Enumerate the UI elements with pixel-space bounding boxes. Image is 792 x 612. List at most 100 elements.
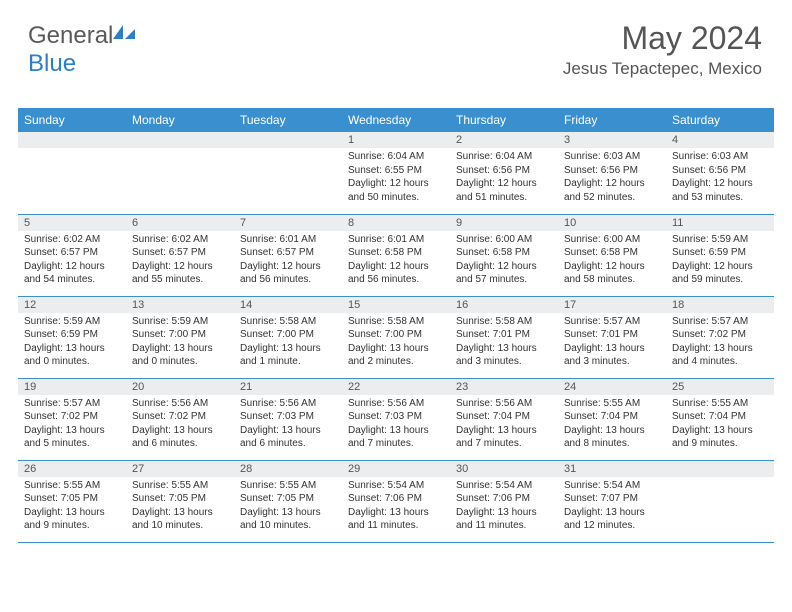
day-number: 24 [558, 379, 666, 395]
calendar-cell: 8Sunrise: 6:01 AMSunset: 6:58 PMDaylight… [342, 214, 450, 296]
day-details: Sunrise: 5:58 AMSunset: 7:00 PMDaylight:… [342, 313, 450, 373]
calendar-week-row: 19Sunrise: 5:57 AMSunset: 7:02 PMDayligh… [18, 378, 774, 460]
brand-part1: General [28, 22, 113, 49]
calendar-cell: 1Sunrise: 6:04 AMSunset: 6:55 PMDaylight… [342, 132, 450, 214]
day-number: 22 [342, 379, 450, 395]
day-header: Saturday [666, 108, 774, 132]
day-number: 23 [450, 379, 558, 395]
day-number: 12 [18, 297, 126, 313]
day-header: Wednesday [342, 108, 450, 132]
calendar-cell: 17Sunrise: 5:57 AMSunset: 7:01 PMDayligh… [558, 296, 666, 378]
day-details: Sunrise: 5:59 AMSunset: 7:00 PMDaylight:… [126, 313, 234, 373]
day-number: 9 [450, 215, 558, 231]
day-header-row: Sunday Monday Tuesday Wednesday Thursday… [18, 108, 774, 132]
day-header: Tuesday [234, 108, 342, 132]
day-details: Sunrise: 5:57 AMSunset: 7:02 PMDaylight:… [18, 395, 126, 455]
day-details: Sunrise: 6:02 AMSunset: 6:57 PMDaylight:… [126, 231, 234, 291]
day-details: Sunrise: 6:03 AMSunset: 6:56 PMDaylight:… [558, 148, 666, 208]
calendar-cell: 26Sunrise: 5:55 AMSunset: 7:05 PMDayligh… [18, 460, 126, 542]
day-details: Sunrise: 6:02 AMSunset: 6:57 PMDaylight:… [18, 231, 126, 291]
calendar-cell: 27Sunrise: 5:55 AMSunset: 7:05 PMDayligh… [126, 460, 234, 542]
brand-sail-icon [111, 27, 139, 43]
calendar-cell: 24Sunrise: 5:55 AMSunset: 7:04 PMDayligh… [558, 378, 666, 460]
calendar-cell: 5Sunrise: 6:02 AMSunset: 6:57 PMDaylight… [18, 214, 126, 296]
day-number: 28 [234, 461, 342, 477]
day-number: 20 [126, 379, 234, 395]
day-header: Friday [558, 108, 666, 132]
day-number: 16 [450, 297, 558, 313]
day-number: 18 [666, 297, 774, 313]
day-details: Sunrise: 5:54 AMSunset: 7:07 PMDaylight:… [558, 477, 666, 537]
calendar-cell: 29Sunrise: 5:54 AMSunset: 7:06 PMDayligh… [342, 460, 450, 542]
calendar-cell: 4Sunrise: 6:03 AMSunset: 6:56 PMDaylight… [666, 132, 774, 214]
day-details: Sunrise: 6:03 AMSunset: 6:56 PMDaylight:… [666, 148, 774, 208]
brand-logo: General Blue [28, 22, 139, 78]
calendar-cell: 3Sunrise: 6:03 AMSunset: 6:56 PMDaylight… [558, 132, 666, 214]
day-details: Sunrise: 6:04 AMSunset: 6:55 PMDaylight:… [342, 148, 450, 208]
day-details: Sunrise: 5:56 AMSunset: 7:04 PMDaylight:… [450, 395, 558, 455]
day-details: Sunrise: 5:58 AMSunset: 7:01 PMDaylight:… [450, 313, 558, 373]
day-number: 3 [558, 132, 666, 148]
calendar-week-row: 12Sunrise: 5:59 AMSunset: 6:59 PMDayligh… [18, 296, 774, 378]
calendar-cell: 7Sunrise: 6:01 AMSunset: 6:57 PMDaylight… [234, 214, 342, 296]
day-details: Sunrise: 5:58 AMSunset: 7:00 PMDaylight:… [234, 313, 342, 373]
day-number: 8 [342, 215, 450, 231]
calendar-cell: 30Sunrise: 5:54 AMSunset: 7:06 PMDayligh… [450, 460, 558, 542]
calendar-cell: 11Sunrise: 5:59 AMSunset: 6:59 PMDayligh… [666, 214, 774, 296]
day-details: Sunrise: 5:57 AMSunset: 7:02 PMDaylight:… [666, 313, 774, 373]
calendar-cell: 12Sunrise: 5:59 AMSunset: 6:59 PMDayligh… [18, 296, 126, 378]
day-number: 4 [666, 132, 774, 148]
day-details: Sunrise: 5:55 AMSunset: 7:04 PMDaylight:… [666, 395, 774, 455]
day-number: 27 [126, 461, 234, 477]
day-number: 15 [342, 297, 450, 313]
calendar-week-row: 5Sunrise: 6:02 AMSunset: 6:57 PMDaylight… [18, 214, 774, 296]
day-details: Sunrise: 6:00 AMSunset: 6:58 PMDaylight:… [558, 231, 666, 291]
day-number: 29 [342, 461, 450, 477]
day-details: Sunrise: 5:56 AMSunset: 7:02 PMDaylight:… [126, 395, 234, 455]
calendar-cell: 31Sunrise: 5:54 AMSunset: 7:07 PMDayligh… [558, 460, 666, 542]
day-number: 21 [234, 379, 342, 395]
day-details: Sunrise: 5:56 AMSunset: 7:03 PMDaylight:… [234, 395, 342, 455]
day-number: 14 [234, 297, 342, 313]
calendar-cell [234, 132, 342, 214]
day-number: 2 [450, 132, 558, 148]
day-number: 30 [450, 461, 558, 477]
day-header: Thursday [450, 108, 558, 132]
brand-part2: Blue [28, 50, 76, 77]
day-details: Sunrise: 5:57 AMSunset: 7:01 PMDaylight:… [558, 313, 666, 373]
day-number: 1 [342, 132, 450, 148]
day-details: Sunrise: 5:59 AMSunset: 6:59 PMDaylight:… [18, 313, 126, 373]
day-details: Sunrise: 6:04 AMSunset: 6:56 PMDaylight:… [450, 148, 558, 208]
day-details: Sunrise: 5:55 AMSunset: 7:04 PMDaylight:… [558, 395, 666, 455]
header-block: May 2024 Jesus Tepactepec, Mexico [563, 20, 762, 79]
day-number: 6 [126, 215, 234, 231]
day-number: 5 [18, 215, 126, 231]
calendar-cell: 20Sunrise: 5:56 AMSunset: 7:02 PMDayligh… [126, 378, 234, 460]
calendar-cell [18, 132, 126, 214]
calendar-cell: 9Sunrise: 6:00 AMSunset: 6:58 PMDaylight… [450, 214, 558, 296]
calendar-cell: 22Sunrise: 5:56 AMSunset: 7:03 PMDayligh… [342, 378, 450, 460]
day-number: 25 [666, 379, 774, 395]
calendar-cell: 6Sunrise: 6:02 AMSunset: 6:57 PMDaylight… [126, 214, 234, 296]
day-number: 7 [234, 215, 342, 231]
calendar-week-row: 26Sunrise: 5:55 AMSunset: 7:05 PMDayligh… [18, 460, 774, 542]
day-details: Sunrise: 6:01 AMSunset: 6:58 PMDaylight:… [342, 231, 450, 291]
calendar-cell: 23Sunrise: 5:56 AMSunset: 7:04 PMDayligh… [450, 378, 558, 460]
day-header: Monday [126, 108, 234, 132]
day-number: 11 [666, 215, 774, 231]
calendar-table: Sunday Monday Tuesday Wednesday Thursday… [18, 108, 774, 543]
day-number: 17 [558, 297, 666, 313]
day-details: Sunrise: 5:55 AMSunset: 7:05 PMDaylight:… [18, 477, 126, 537]
day-number: 31 [558, 461, 666, 477]
day-details: Sunrise: 5:55 AMSunset: 7:05 PMDaylight:… [234, 477, 342, 537]
day-number: 19 [18, 379, 126, 395]
day-number: 13 [126, 297, 234, 313]
calendar-cell: 28Sunrise: 5:55 AMSunset: 7:05 PMDayligh… [234, 460, 342, 542]
day-details: Sunrise: 6:00 AMSunset: 6:58 PMDaylight:… [450, 231, 558, 291]
location-label: Jesus Tepactepec, Mexico [563, 59, 762, 79]
calendar-cell: 13Sunrise: 5:59 AMSunset: 7:00 PMDayligh… [126, 296, 234, 378]
calendar-cell: 18Sunrise: 5:57 AMSunset: 7:02 PMDayligh… [666, 296, 774, 378]
calendar-cell: 19Sunrise: 5:57 AMSunset: 7:02 PMDayligh… [18, 378, 126, 460]
calendar-cell: 25Sunrise: 5:55 AMSunset: 7:04 PMDayligh… [666, 378, 774, 460]
day-details: Sunrise: 5:54 AMSunset: 7:06 PMDaylight:… [450, 477, 558, 537]
